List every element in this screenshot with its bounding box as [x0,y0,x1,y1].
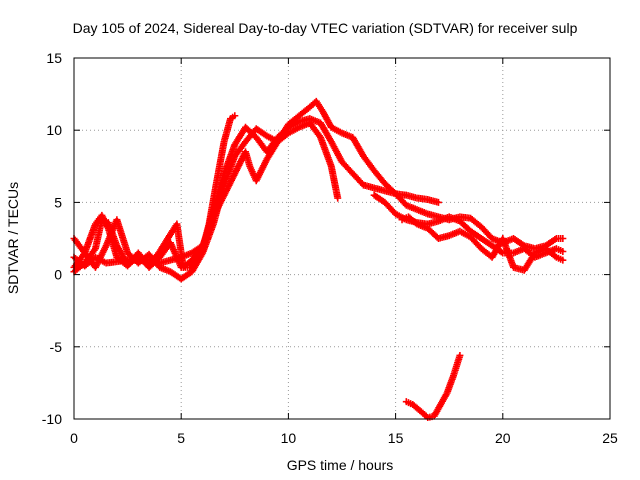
x-tick-label: 25 [602,430,618,446]
chart-title: Day 105 of 2024, Sidereal Day-to-day VTE… [73,20,578,36]
data-point-interp [497,248,505,256]
data-point [334,194,342,202]
y-tick-label: 0 [54,267,62,283]
data-points [70,97,567,422]
x-tick-label: 5 [177,430,185,446]
data-point [434,198,442,206]
y-tick-label: 15 [46,50,62,66]
y-tick-label: -10 [42,411,62,427]
x-tick-label: 20 [495,430,511,446]
data-point-interp [551,236,559,244]
x-tick-label: 15 [388,430,404,446]
data-point [559,235,567,242]
y-tick-label: -5 [50,339,63,355]
y-tick-label: 10 [46,122,62,138]
series-track-g [402,351,464,422]
data-point [559,256,567,264]
x-axis-title: GPS time / hours [287,457,394,473]
x-tick-label: 10 [281,430,297,446]
data-point [456,351,464,359]
data-point [231,112,239,120]
data-point-interp [551,252,559,260]
data-point [559,247,567,255]
axis-ticks: 0 5 10 15 20 25 -10 -5 0 5 10 15 [42,50,618,446]
series-track-d [70,119,342,270]
plot-frame [73,57,611,420]
y-tick-label: 5 [54,194,62,210]
x-tick-label: 0 [70,430,78,446]
series-track-f [398,213,567,274]
y-axis-title: SDTVAR / TECUs [5,182,21,294]
